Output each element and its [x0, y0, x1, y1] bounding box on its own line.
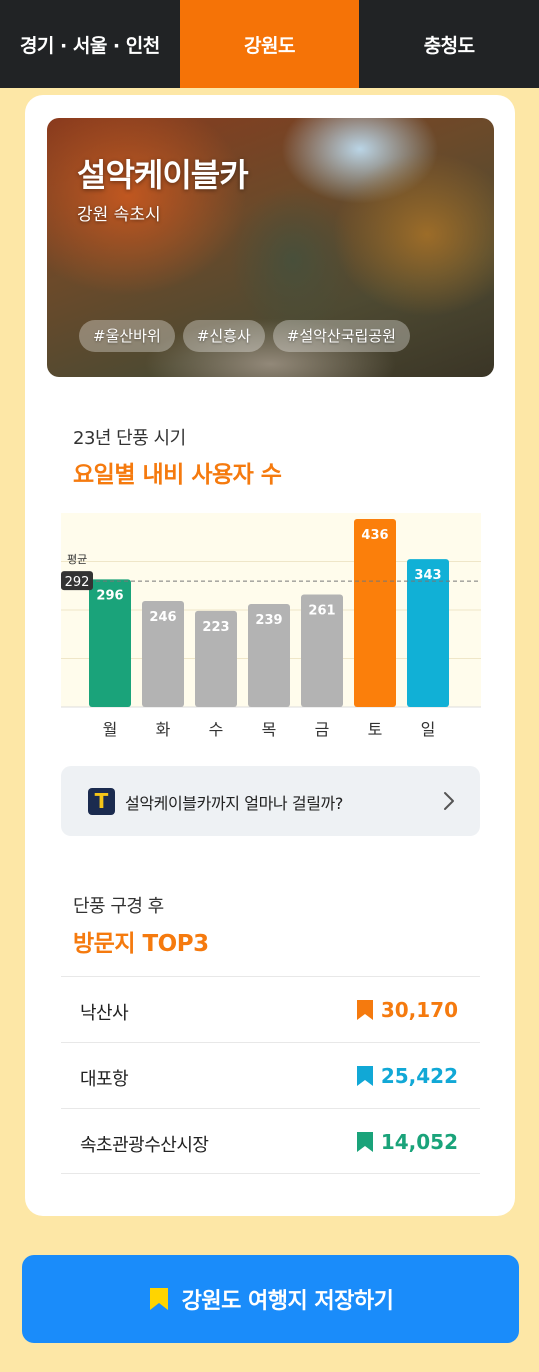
top3-title: 방문지 TOP3 — [73, 931, 209, 957]
list-item[interactable]: 속초관광수산시장 14,052 — [61, 1108, 480, 1174]
visit-count: 14,052 — [355, 1130, 458, 1154]
hero-tag[interactable]: #신흥사 — [182, 320, 265, 352]
place-name: 낙산사 — [80, 1003, 129, 1024]
chart-x-tick-label: 금 — [315, 720, 330, 739]
chart-bar — [89, 579, 131, 707]
top3-subtitle: 단풍 구경 후 — [73, 896, 164, 917]
visit-count: 25,422 — [355, 1064, 458, 1088]
hero-image: 설악케이블카 강원 속초시 #울산바위 #신흥사 #설악산국립공원 — [47, 118, 494, 377]
tab-gyeonggi-seoul-incheon[interactable]: 경기 · 서울 · 인천 — [19, 34, 160, 57]
tmap-logo-glyph: T — [94, 789, 109, 813]
chevron-right-icon — [444, 792, 454, 810]
weekday-bar-chart: 296 246 223 239 261 436 343 평균 292 월 화 수 목 금 토 일 — [61, 513, 481, 745]
region-tab-bar: 경기 · 서울 · 인천 강원도 충청도 — [0, 0, 539, 88]
chart-bar-value-label: 343 — [414, 568, 441, 583]
chart-x-tick-label: 월 — [103, 720, 118, 739]
hero-tag[interactable]: #울산바위 — [79, 320, 175, 352]
bookmark-icon — [356, 1000, 373, 1020]
list-item[interactable]: 낙산사 30,170 — [61, 976, 480, 1042]
visit-count-value: 25,422 — [380, 1064, 458, 1088]
tab-gangwon[interactable]: 강원도 — [179, 0, 360, 88]
chart-bar — [407, 559, 449, 707]
hero-tag-list: #울산바위 #신흥사 #설악산국립공원 — [79, 320, 410, 352]
hero-title: 설악케이블카 — [77, 156, 249, 194]
bookmark-icon — [356, 1132, 373, 1152]
chart-x-tick-label: 화 — [156, 720, 171, 739]
chart-average-value: 292 — [65, 575, 90, 590]
chart-bar-value-label: 223 — [202, 620, 229, 635]
chart-bar-value-label: 261 — [308, 603, 335, 618]
chart-average-badge — [61, 571, 93, 591]
chart-bar-value-label: 239 — [255, 613, 282, 628]
hero-location: 강원 속초시 — [77, 205, 161, 225]
place-name: 대포항 — [80, 1069, 129, 1090]
chart-x-tick-label: 목 — [262, 720, 277, 739]
visit-count: 30,170 — [355, 998, 458, 1022]
hero-tag[interactable]: #설악산국립공원 — [272, 320, 410, 352]
content-card: 설악케이블카 강원 속초시 #울산바위 #신흥사 #설악산국립공원 23년 단풍… — [25, 95, 515, 1216]
chart-bar — [354, 519, 396, 707]
chart-bar — [248, 603, 290, 707]
chart-title: 요일별 내비 사용자 수 — [73, 462, 282, 488]
visit-count-value: 14,052 — [380, 1130, 458, 1154]
chart-bar-value-label: 246 — [149, 610, 176, 625]
chart-average-caption: 평균 — [67, 553, 87, 566]
bookmark-icon — [356, 1066, 373, 1086]
chart-bar-value-label: 296 — [96, 588, 123, 603]
route-banner-text: 설악케이블카까지 얼마나 걸릴까? — [125, 794, 343, 813]
route-time-banner[interactable]: T 설악케이블카까지 얼마나 걸릴까? — [61, 766, 480, 836]
chart-x-tick-label: 수 — [209, 720, 224, 739]
visit-count-value: 30,170 — [380, 998, 458, 1022]
save-gangwon-button[interactable]: 강원도 여행지 저장하기 — [22, 1255, 519, 1343]
tab-chungcheong[interactable]: 충청도 — [423, 34, 475, 57]
chart-bar — [142, 600, 184, 707]
bookmark-icon — [149, 1288, 168, 1310]
chart-bar — [301, 594, 343, 707]
top3-list: 낙산사 30,170 대포항 25,422 속초관광수산시장 14,052 — [61, 976, 480, 1174]
chart-x-tick-label: 토 — [368, 720, 383, 739]
chart-subtitle: 23년 단풍 시기 — [73, 428, 186, 449]
chart-bar — [195, 610, 237, 707]
chart-x-tick-label: 일 — [421, 720, 436, 739]
list-item[interactable]: 대포항 25,422 — [61, 1042, 480, 1108]
save-button-label: 강원도 여행지 저장하기 — [181, 1289, 394, 1314]
tmap-icon: T — [88, 788, 115, 815]
place-name: 속초관광수산시장 — [80, 1135, 209, 1156]
chart-bar-value-label: 436 — [361, 528, 388, 543]
